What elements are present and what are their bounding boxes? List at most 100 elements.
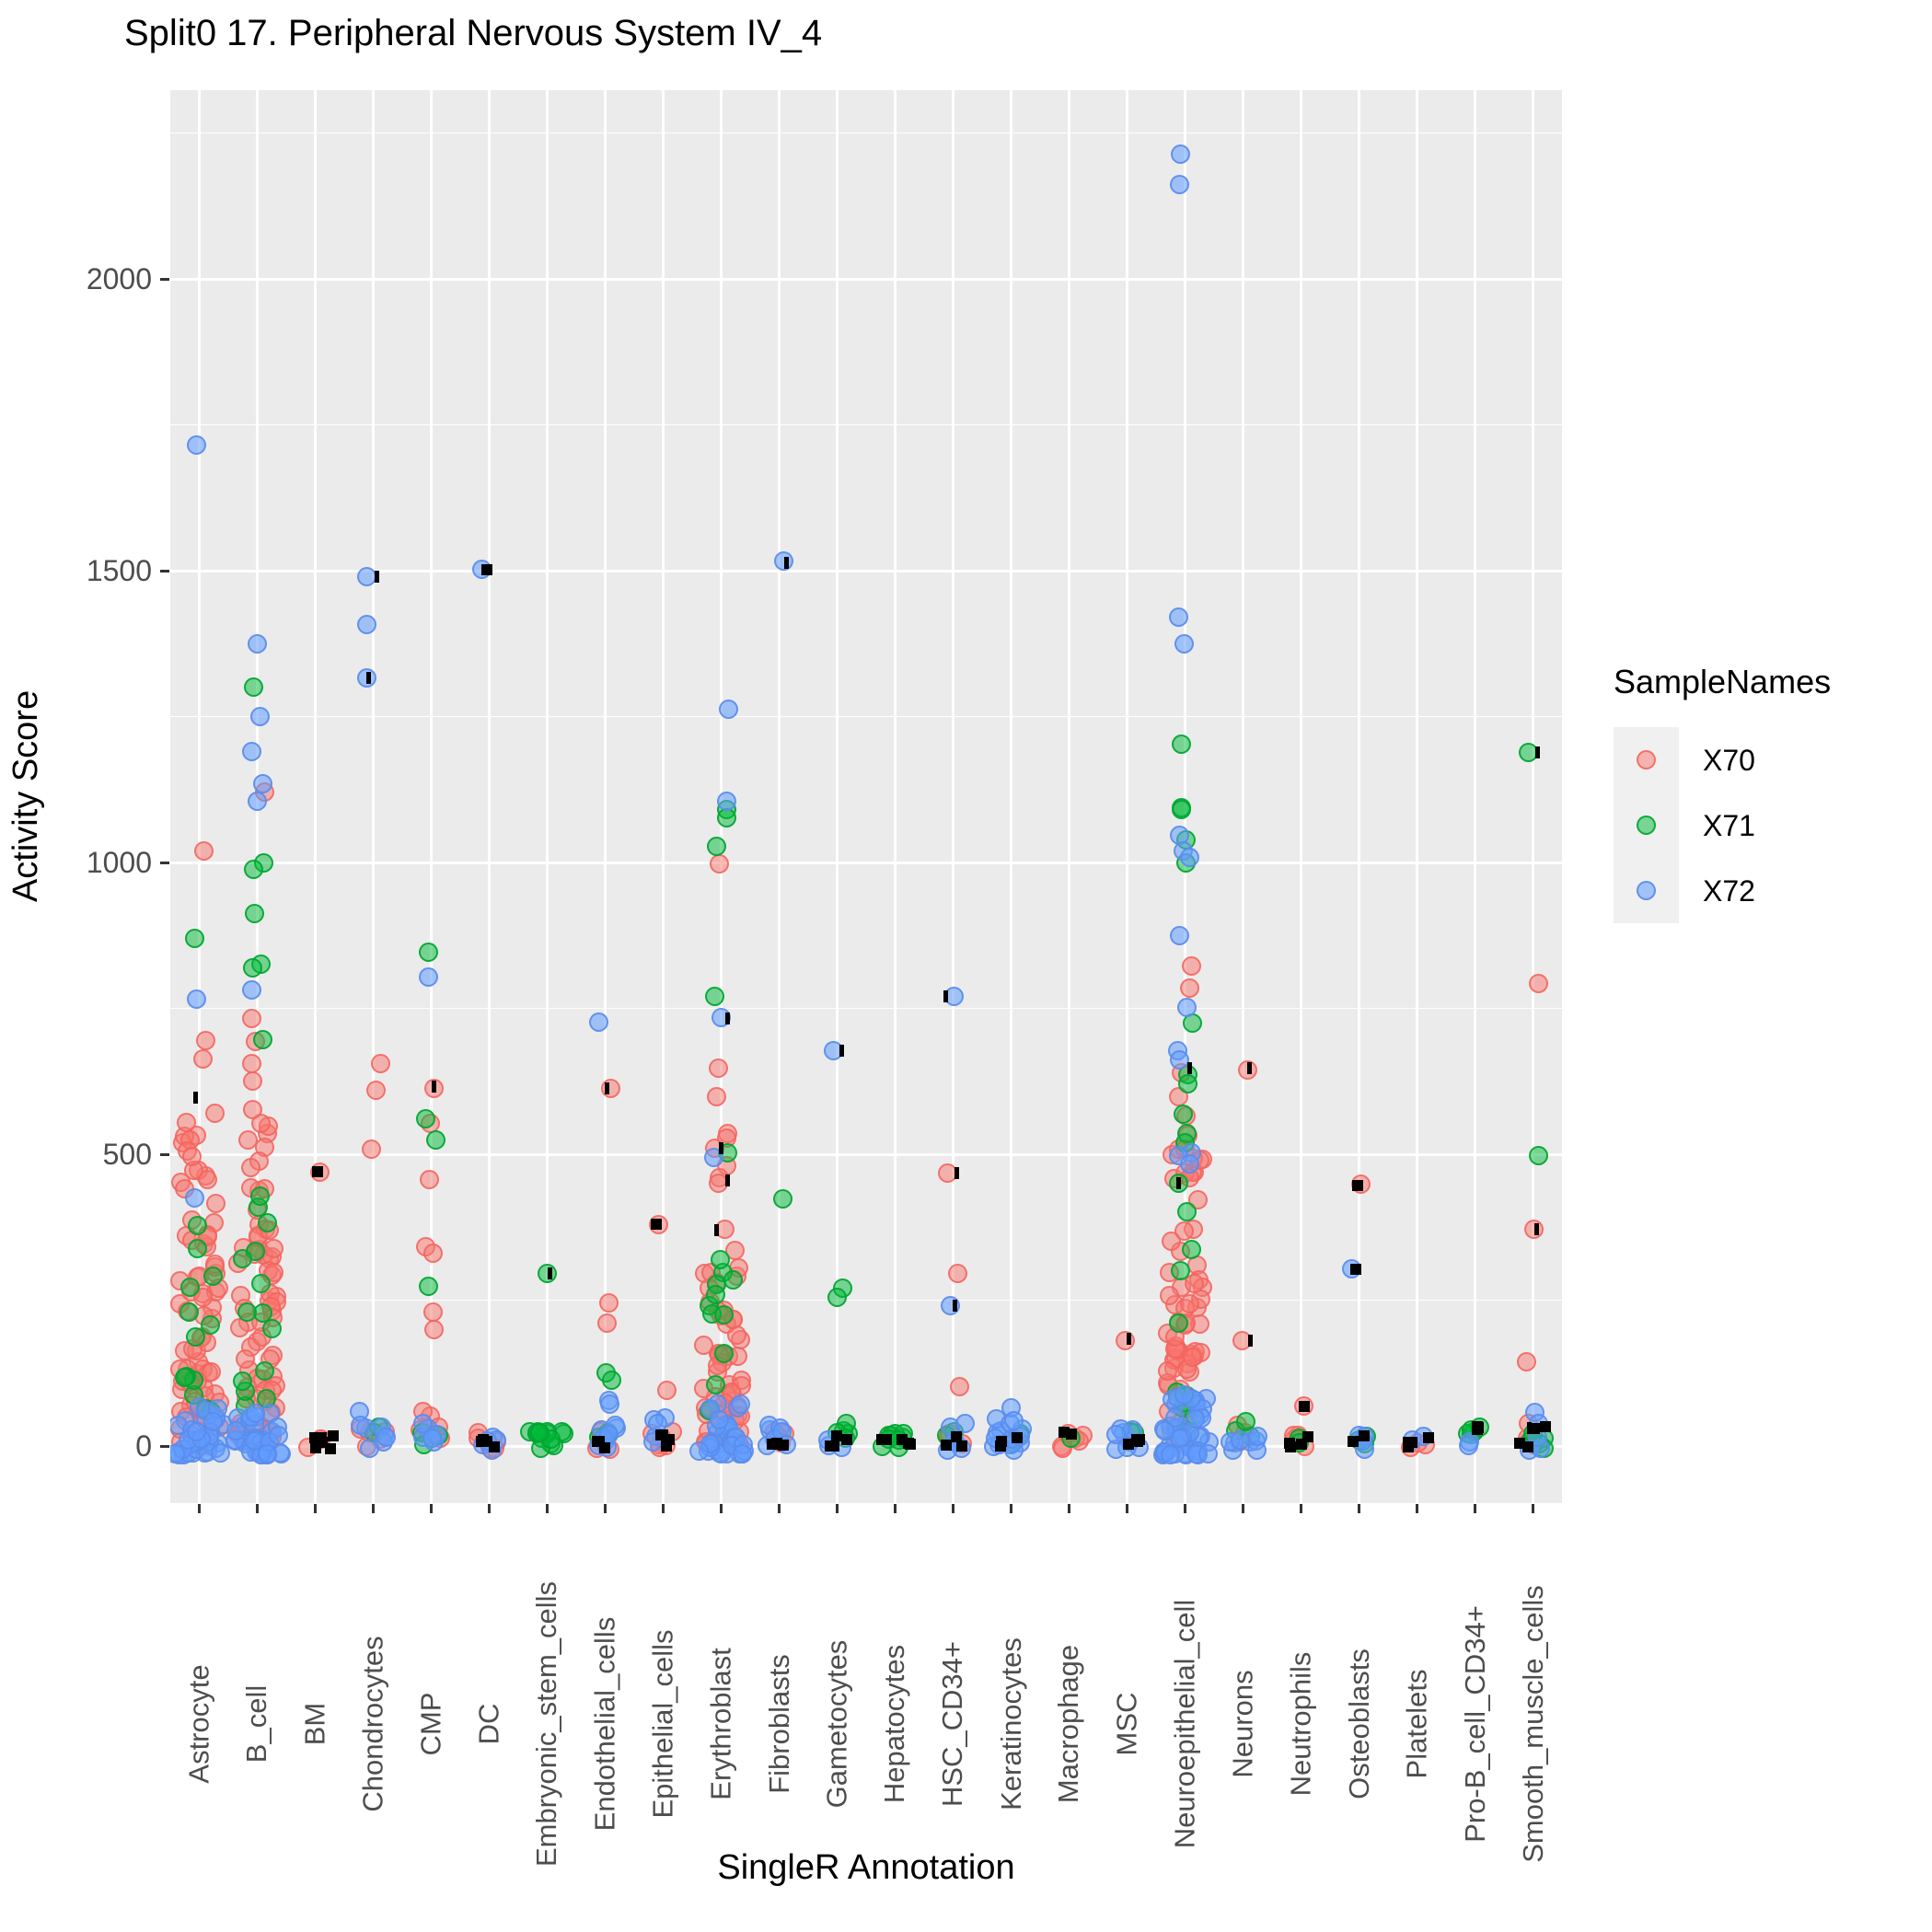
data-point-X70	[419, 1170, 439, 1190]
plot-panel	[170, 90, 1562, 1503]
x-tick	[1474, 1504, 1476, 1513]
data-point-X70	[264, 1238, 284, 1258]
data-point-X70	[948, 1263, 968, 1283]
category-gridline	[836, 90, 839, 1503]
x-tick	[1010, 1504, 1012, 1513]
data-point-X72	[422, 1428, 443, 1448]
data-point-X72	[718, 699, 738, 719]
data-point-X71	[202, 1266, 223, 1286]
x-axis-title: SingleR Annotation	[717, 1848, 1015, 1887]
data-point-X71	[419, 942, 439, 962]
data-point-X72	[688, 1440, 709, 1461]
data-point-X70	[176, 1113, 196, 1133]
black-square-mark	[1359, 1430, 1371, 1442]
data-point-X70	[1528, 974, 1548, 994]
legend-label: X72	[1703, 874, 1755, 908]
data-point-X72	[1179, 1153, 1199, 1174]
data-point-X72	[1169, 174, 1189, 194]
data-point-X70	[241, 1008, 261, 1028]
data-point-X72	[250, 707, 271, 726]
legend-point-icon	[1637, 881, 1656, 900]
black-tick-mark	[548, 1267, 553, 1280]
black-square-mark	[1012, 1432, 1024, 1444]
black-square-mark	[480, 563, 492, 575]
legend-entry-X72: X72	[1597, 858, 1928, 923]
data-point-X71	[262, 1318, 283, 1338]
x-tick	[1416, 1504, 1418, 1513]
data-point-X71	[1177, 1201, 1197, 1221]
black-square-mark	[1298, 1400, 1310, 1412]
data-point-X70	[366, 1081, 387, 1101]
data-point-X70	[1159, 1286, 1179, 1306]
category-gridline	[1532, 90, 1534, 1503]
data-point-X71	[772, 1189, 792, 1209]
black-tick-mark	[1176, 1177, 1182, 1190]
data-point-X72	[709, 1409, 729, 1429]
category-gridline	[1416, 90, 1418, 1503]
data-point-X70	[1157, 1361, 1177, 1382]
data-point-X71	[705, 987, 725, 1007]
legend-key-swatch	[1614, 858, 1679, 923]
data-point-X70	[242, 1053, 262, 1073]
data-point-X71	[243, 677, 263, 698]
black-square-mark	[324, 1443, 336, 1455]
x-tick	[836, 1504, 839, 1513]
data-point-X72	[1003, 1410, 1024, 1430]
data-point-X72	[187, 989, 207, 1010]
data-point-X72	[716, 791, 736, 811]
data-point-X72	[1155, 1421, 1175, 1441]
data-point-X72	[1459, 1435, 1479, 1455]
legend-label: X70	[1703, 744, 1755, 777]
y-tick-label: 2000	[86, 262, 152, 295]
x-tick	[894, 1504, 897, 1513]
data-point-X70	[205, 1194, 226, 1214]
x-tick	[198, 1504, 201, 1513]
data-point-X71	[184, 928, 204, 948]
data-point-X72	[170, 1443, 186, 1463]
black-square-mark	[316, 1431, 328, 1443]
y-tick	[160, 569, 169, 573]
data-point-X72	[1231, 1430, 1251, 1451]
x-tick	[720, 1504, 723, 1513]
data-point-X71	[232, 1371, 252, 1392]
black-square-mark	[950, 1431, 962, 1442]
category-gridline	[778, 90, 781, 1503]
data-point-X70	[205, 1103, 226, 1123]
data-point-X70	[596, 1313, 617, 1334]
data-point-X72	[359, 1438, 379, 1458]
data-point-X71	[705, 1375, 725, 1395]
data-point-X71	[245, 904, 265, 924]
category-gridline	[198, 90, 201, 1503]
y-tick-label: 1000	[86, 846, 152, 879]
data-point-X72	[731, 1394, 751, 1414]
black-square-mark	[311, 1166, 323, 1178]
black-tick-mark	[1186, 1061, 1192, 1074]
x-tick	[952, 1504, 954, 1513]
data-point-X72	[376, 1427, 396, 1447]
data-point-X72	[253, 773, 273, 793]
black-tick-mark	[1247, 1334, 1253, 1347]
black-square-mark	[996, 1436, 1008, 1448]
x-tick	[1358, 1504, 1360, 1513]
data-point-X71	[716, 808, 736, 828]
data-point-X70	[1182, 1347, 1202, 1367]
x-tick	[1184, 1504, 1186, 1513]
major-gridline	[170, 277, 1562, 281]
category-gridline	[372, 90, 375, 1503]
category-gridline	[1474, 90, 1476, 1503]
x-tick	[1068, 1504, 1070, 1513]
black-square-mark	[1406, 1437, 1417, 1449]
black-tick-mark	[1535, 746, 1541, 758]
y-tick	[160, 277, 169, 281]
data-point-X72	[1169, 607, 1189, 627]
minor-gridline	[170, 423, 1562, 426]
black-square-mark	[881, 1434, 893, 1445]
data-point-X72	[418, 967, 438, 988]
data-point-X72	[350, 1415, 370, 1435]
data-point-X71	[237, 1301, 258, 1322]
y-tick	[160, 1152, 169, 1156]
x-tick	[546, 1504, 549, 1513]
data-point-X72	[1174, 1384, 1194, 1405]
data-point-X70	[192, 1288, 213, 1308]
